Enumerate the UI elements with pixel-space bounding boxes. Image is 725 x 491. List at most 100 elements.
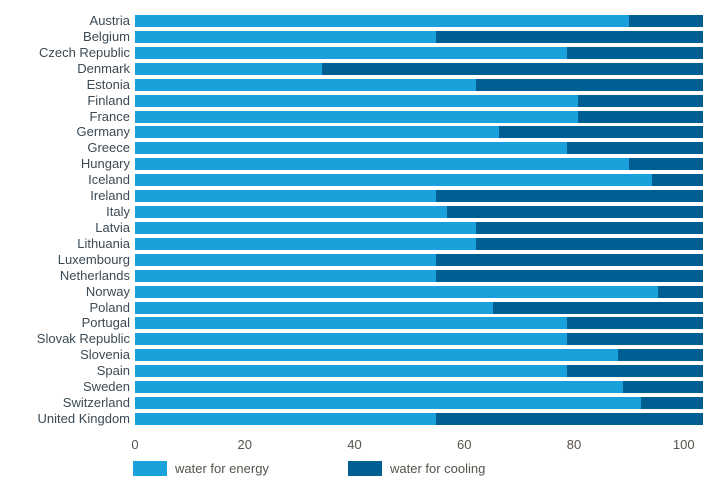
bar-row: Austria [0,14,725,27]
bar-track [135,158,703,171]
bar-segment-water-for-cooling [436,413,703,425]
bar-track [135,94,703,107]
bar-segment-water-for-energy [135,110,579,123]
bar-segment-water-for-energy [135,158,630,171]
bar-segment-water-for-energy [135,381,624,394]
bar-segment-water-for-energy [135,62,323,75]
bar-segment-water-for-cooling [436,30,703,43]
bar-track [135,365,703,378]
bar-track [135,285,703,298]
bar-track [135,46,703,59]
bar-segment-water-for-energy [135,285,658,298]
category-label: Slovenia [80,347,130,363]
category-label: Spain [96,363,130,379]
bar-segment-water-for-cooling [322,62,703,75]
bar-segment-water-for-cooling [651,174,703,187]
bar-track [135,317,703,330]
category-label: Switzerland [62,395,130,411]
bar-track [135,253,703,266]
bar-row: Luxembourg [0,253,725,266]
bar-segment-water-for-cooling [566,142,703,155]
category-label: Slovak Republic [36,331,130,347]
bar-row: Finland [0,92,725,108]
category-label: Iceland [88,172,130,188]
bar-row: Netherlands [0,267,725,283]
bar-track [135,333,703,346]
bar-track [135,237,703,250]
bar-segment-water-for-energy [135,349,618,362]
bar-row: Italy [0,204,725,220]
bar-row: Switzerland [0,395,725,411]
bar-track [135,381,703,394]
bar-track [135,30,703,43]
bar-track [135,397,703,410]
bar-track [135,142,703,155]
category-label: Greece [87,140,130,156]
category-label: United Kingdom [37,411,131,426]
bar-row: Estonia [0,78,725,91]
bar-track [135,62,703,75]
bar-segment-water-for-cooling [498,126,703,139]
legend-label-water-for-cooling: water for cooling [390,461,486,476]
bar-segment-water-for-energy [135,317,567,330]
bar-segment-water-for-energy [135,237,476,250]
bar-row: Iceland [0,172,725,188]
legend-swatch-water-for-cooling [348,461,382,476]
bar-row: Spain [0,363,725,379]
bar-segment-water-for-energy [135,30,437,43]
legend-item-water-for-energy: water for energy [133,461,269,476]
category-label: Ireland [90,188,130,204]
x-axis-tick-label: 100 [672,437,695,452]
x-axis-tick-label: 60 [457,437,472,452]
x-axis-tick-label: 80 [566,437,582,452]
bar-segment-water-for-energy [135,397,641,410]
category-label: Netherlands [59,267,130,283]
bar-row: Latvia [0,219,725,235]
bar-segment-water-for-energy [135,15,630,27]
bar-segment-water-for-energy [135,142,567,155]
bar-segment-water-for-energy [135,126,499,139]
category-label: Denmark [77,60,130,76]
bar-row: Ireland [0,188,725,204]
bar-segment-water-for-energy [135,333,567,346]
bar-segment-water-for-cooling [566,365,703,378]
bar-track [135,190,703,203]
bar-row: Portugal [0,316,725,330]
bar-segment-water-for-energy [135,174,652,187]
bar-track [135,110,703,123]
bar-segment-water-for-cooling [492,301,703,314]
x-axis-tick-label: 0 [131,437,139,452]
bar-row: Slovak Republic [0,331,725,347]
x-axis-tick-label: 20 [237,437,252,452]
x-axis-tick-label: 40 [347,437,362,452]
category-label: Belgium [83,28,130,44]
legend-item-water-for-cooling: water for cooling [348,461,485,476]
category-label: Latvia [95,219,130,235]
bar-segment-water-for-cooling [566,333,703,346]
bar-segment-water-for-cooling [566,46,703,59]
bar-track [135,349,703,362]
legend-swatch-water-for-energy [133,461,167,476]
bar-track [135,78,703,91]
bar-segment-water-for-energy [135,269,437,282]
bar-track [135,301,703,314]
category-label: Finland [87,92,130,108]
bar-segment-water-for-cooling [629,15,703,27]
bar-segment-water-for-cooling [578,110,703,123]
category-label: Lithuania [77,235,130,251]
bar-segment-water-for-energy [135,94,579,107]
bar-segment-water-for-energy [135,365,567,378]
bar-track [135,413,703,425]
category-label: Italy [106,204,130,220]
category-label: Norway [85,283,130,299]
bar-row: France [0,110,725,123]
bar-track [135,15,703,27]
bar-segment-water-for-cooling [623,381,703,394]
category-label: Poland [89,299,130,315]
bar-segment-water-for-cooling [629,158,703,171]
bar-segment-water-for-energy [135,190,437,203]
bar-row: Lithuania [0,235,725,251]
bar-track [135,221,703,234]
bar-track [135,269,703,282]
